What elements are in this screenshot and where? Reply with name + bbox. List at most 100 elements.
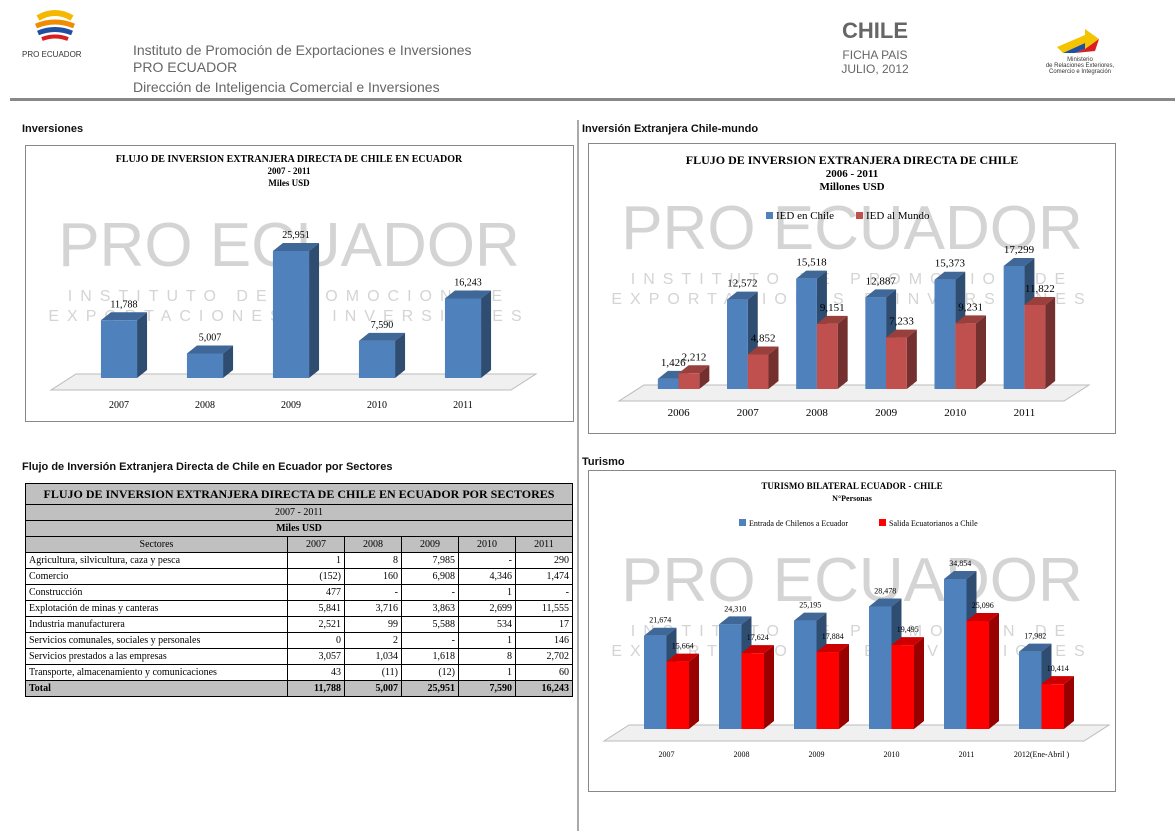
table-title-row: FLUJO DE INVERSION EXTRANJERA DIRECTA DE…: [25, 483, 573, 505]
bar: [794, 620, 817, 729]
bar-side: [699, 365, 710, 389]
table-title: 2007 - 2011: [25, 504, 573, 521]
data-label: 25,096: [972, 601, 994, 610]
bar-top: [747, 346, 779, 355]
table-row: Servicios comunales, sociales y personal…: [25, 632, 573, 649]
table-cell: 1: [458, 632, 516, 649]
bar-side: [481, 290, 492, 378]
chart-unit: Miles USD: [268, 178, 310, 188]
bar-top: [644, 627, 677, 636]
data-label: 4,852: [751, 333, 776, 345]
x-tick-label: 2011: [1014, 407, 1036, 419]
table-header: 2008: [344, 536, 402, 553]
section-title: Turismo: [582, 456, 625, 468]
table-cell: 16,243: [515, 680, 573, 697]
table-row: Comercio (152) 160 6,908 4,346 1,474: [25, 568, 573, 585]
legend-label: Entrada de Chilenos a Ecuador: [749, 519, 848, 528]
legend-swatch: [856, 212, 863, 219]
table-cell: 160: [344, 568, 402, 585]
data-label: 17,624: [747, 633, 769, 642]
bar: [816, 323, 838, 389]
table-cell: 25,951: [401, 680, 459, 697]
data-label: 28,478: [874, 586, 896, 595]
table-header-row: Sectores 2007 2008 2009 2010 2011: [25, 536, 573, 553]
doc-date: JULIO, 2012: [841, 62, 909, 76]
country: CHILE: [842, 18, 908, 43]
table-cell: 1,474: [515, 568, 573, 585]
bar: [934, 279, 956, 389]
table-cell: 477: [287, 584, 345, 601]
table-cell: 2,699: [458, 600, 516, 617]
table-cell: 43: [287, 664, 345, 681]
bar: [966, 620, 989, 729]
bar-top: [1003, 258, 1035, 266]
bar: [100, 320, 138, 378]
bar-top: [865, 289, 897, 298]
table-cell: 6,908: [401, 568, 459, 585]
table-title-row: 2007 - 2011: [25, 504, 573, 521]
bar-top: [727, 291, 758, 300]
table-cell: 1,618: [401, 648, 459, 665]
bar: [747, 354, 769, 389]
bar: [869, 606, 892, 729]
bar: [955, 323, 976, 389]
watermark: PRO ECUADOR: [621, 546, 1083, 615]
bar-top: [886, 329, 917, 338]
table-cell: Total: [25, 680, 288, 697]
bar-top: [719, 616, 752, 625]
x-tick-label: 2006: [668, 407, 691, 419]
bar-side: [764, 645, 774, 729]
data-label: 9,231: [958, 301, 983, 313]
data-label: 10,414: [1047, 664, 1069, 673]
chart-unit: Millones USD: [819, 181, 884, 193]
logo-text: PRO ECUADOR: [22, 50, 82, 59]
bar: [796, 278, 817, 389]
table-cell: 3,716: [344, 600, 402, 617]
chart-title: FLUJO DE INVERSION EXTRANJERA DIRECTA DE…: [686, 153, 1019, 167]
table-cell: 5,841: [287, 600, 345, 617]
bar-side: [768, 346, 779, 389]
table-cell: 3,057: [287, 648, 345, 665]
watermark: INSTITUTO DE PROMOCION DE: [631, 623, 1073, 640]
section-title: Flujo de Inversión Extranjera Directa de…: [22, 461, 393, 473]
table-cell: Construcción: [25, 584, 288, 601]
data-label: 25,951: [282, 230, 310, 241]
bar-side: [914, 637, 924, 729]
bar-top: [100, 312, 148, 321]
table-row: Construcción 477- -1-: [25, 584, 573, 601]
logo: [35, 10, 75, 41]
bar: [1024, 304, 1046, 389]
data-label: 16,243: [454, 278, 482, 289]
table-title: Miles USD: [25, 520, 573, 537]
table-row: Explotación de minas y canteras 5,841 3,71…: [25, 600, 573, 617]
bar-side: [976, 315, 986, 389]
bar-side: [989, 612, 999, 729]
bar-top: [678, 365, 710, 374]
data-label: 7,590: [371, 320, 394, 331]
chart-subtitle: N°Personas: [832, 494, 872, 503]
x-tick-label: 2011: [959, 750, 975, 759]
header-line: Instituto de Promoción de Exportaciones …: [133, 42, 472, 58]
table-cell: -: [458, 552, 516, 569]
data-label: 2,212: [682, 351, 707, 363]
table-row: Industria manufacturera 2,521 99 5,588 534 17: [25, 616, 573, 633]
table: FLUJO DE INVERSION EXTRANJERA DIRECTA DE…: [25, 483, 573, 697]
bar-top: [186, 345, 234, 354]
bar: [186, 353, 224, 378]
table-cell: 0: [287, 632, 345, 649]
bar-side: [1045, 296, 1056, 389]
watermark: PRO ECUADOR: [621, 194, 1083, 263]
bar: [272, 251, 310, 378]
table-row: Transporte, almacenamiento y comunicacio…: [25, 664, 573, 681]
bar-top: [891, 637, 924, 646]
table-cell: -: [515, 584, 573, 601]
bar: [644, 635, 667, 729]
table-cell: Explotación de minas y canteras: [25, 600, 288, 617]
x-tick-label: 2011: [453, 400, 473, 411]
bar: [678, 373, 700, 389]
table-cell: Agricultura, silvicultura, caza y pesca: [25, 552, 288, 569]
divider: [10, 98, 1175, 101]
table-header: 2011: [515, 536, 573, 553]
table-cell: 2,521: [287, 616, 345, 633]
bar: [741, 653, 764, 729]
